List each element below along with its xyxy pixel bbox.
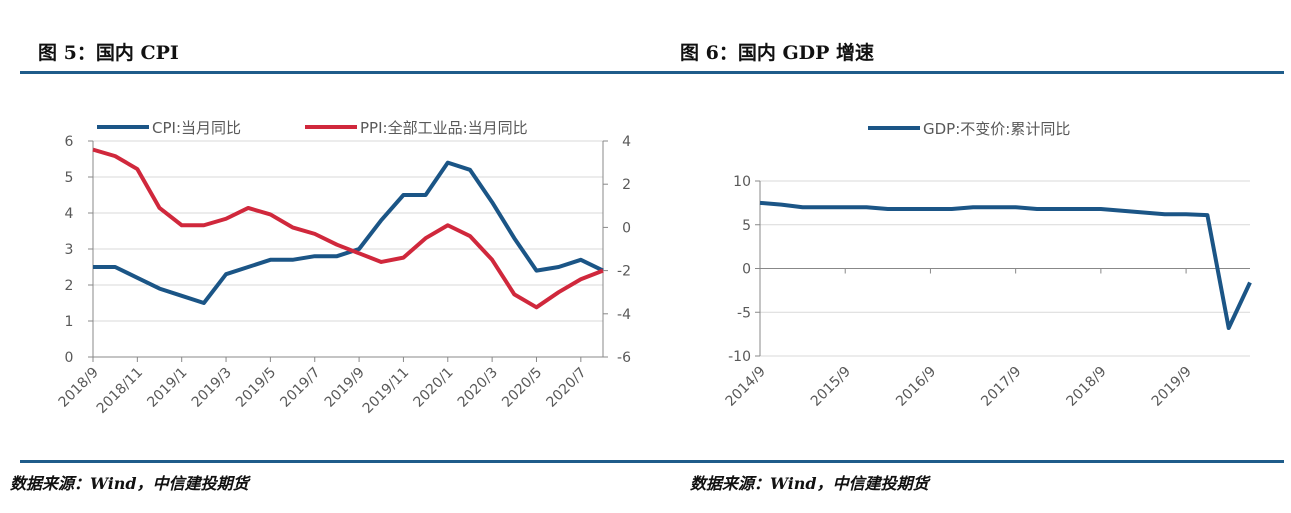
y-tick-label: 5: [742, 218, 751, 234]
right-chart-title: 图 6：国内 GDP 增速: [680, 42, 875, 64]
y-tick-label-left: 5: [65, 170, 74, 186]
y-tick-label-left: 1: [65, 314, 74, 330]
y-tick-label: -10: [728, 349, 751, 365]
y-tick-label: -5: [737, 305, 751, 321]
y-tick-label-right: -2: [617, 264, 631, 280]
legend-label: CPI:当月同比: [152, 119, 241, 137]
y-tick-label-right: -4: [617, 307, 631, 323]
y-tick-label-right: 4: [622, 134, 631, 150]
left-source-note: 数据来源：Wind，中信建投期货: [10, 474, 249, 493]
y-tick-label-right: -6: [617, 350, 631, 366]
x-tick-label: 2019/5: [233, 365, 279, 411]
series-line-cpi: [93, 160, 604, 305]
top-divider: [20, 71, 1284, 74]
x-tick-label: 2016/9: [893, 364, 939, 410]
right-source-note: 数据来源：Wind，中信建投期货: [690, 474, 929, 493]
series-line-gdp: [759, 200, 1252, 330]
y-tick-label-left: 0: [65, 350, 74, 366]
y-tick-label-left: 3: [65, 242, 74, 258]
x-tick-label: 2020/7: [544, 365, 590, 411]
x-tick-label: 2014/9: [723, 364, 769, 410]
x-tick-label: 2020/5: [499, 365, 545, 411]
series-line-ppi: [92, 147, 604, 310]
x-tick-label: 2019/1: [144, 365, 190, 411]
y-tick-label: 0: [742, 262, 751, 278]
x-tick-label: 2018/11: [94, 365, 146, 417]
x-tick-label: 2019/9: [1149, 364, 1195, 410]
x-tick-label: 2018/9: [1064, 364, 1110, 410]
y-tick-label-left: 2: [65, 278, 74, 294]
x-tick-label: 2020/1: [410, 365, 456, 411]
x-tick-label: 2017/9: [978, 364, 1024, 410]
y-tick-label: 10: [733, 174, 751, 190]
y-tick-label-right: 0: [622, 220, 631, 236]
x-tick-label: 2020/3: [455, 365, 501, 411]
x-tick-label: 2019/3: [189, 365, 235, 411]
x-tick-label: 2019/7: [277, 365, 323, 411]
y-tick-label-left: 4: [65, 206, 74, 222]
y-tick-label-left: 6: [65, 134, 74, 150]
bottom-divider: [20, 460, 1284, 463]
x-tick-label: 2019/11: [360, 365, 412, 417]
legend-label: GDP:不变价:累计同比: [923, 120, 1070, 138]
x-tick-label: 2015/9: [808, 364, 854, 410]
left-chart-title: 图 5：国内 CPI: [38, 42, 179, 64]
legend-label: PPI:全部工业品:当月同比: [360, 119, 528, 137]
y-tick-label-right: 2: [622, 177, 631, 193]
